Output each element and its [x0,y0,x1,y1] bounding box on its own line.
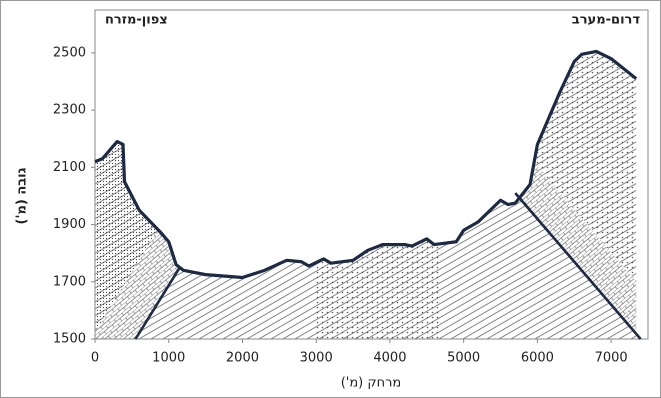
x-tick-label: 3000 [300,351,333,366]
y-tick-label: 2300 [53,103,86,118]
geology-fills [91,0,661,339]
y-tick-label: 1900 [53,217,86,232]
corner-label: צפון-מזרח [105,13,168,28]
corner-label: דרום-מערב [572,13,641,28]
chart: צפון-מזרח דרום-מערב מרחק (מ') גובה (מ') … [0,0,661,398]
x-tick-label: 0 [91,351,99,366]
y-tick-label: 1500 [53,332,86,347]
x-tick-label: 1000 [152,351,185,366]
x-axis-label: מרחק (מ') [341,376,402,391]
x-tick-label: 6000 [521,351,554,366]
y-tick-label: 2500 [53,45,86,60]
dot-zone [316,10,441,339]
y-tick-label: 1700 [53,274,86,289]
x-tick-label: 7000 [595,351,628,366]
x-tick-label: 5000 [447,351,480,366]
y-tick-label: 2100 [53,160,86,175]
x-tick-label: 2000 [226,351,259,366]
x-tick-label: 4000 [373,351,406,366]
y-axis-label: גובה (מ') [15,167,30,224]
